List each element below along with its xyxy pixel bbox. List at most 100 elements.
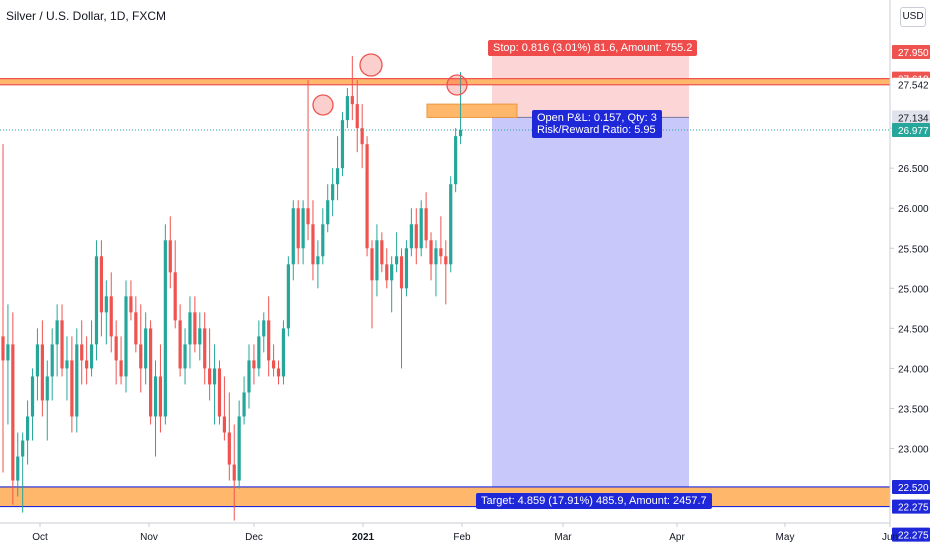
candle-body [183, 344, 187, 369]
candle-body [449, 184, 453, 265]
candle-body [178, 320, 182, 369]
candle-body [158, 376, 163, 417]
candle-body [458, 129, 463, 137]
candle-body [281, 328, 286, 377]
candle-body [6, 344, 10, 361]
candle-body [380, 240, 384, 265]
time-tick-label: Mar [554, 532, 572, 543]
price-badge [892, 479, 930, 494]
candle-body [124, 296, 128, 377]
candle-body [247, 360, 251, 393]
candle-body [365, 144, 369, 249]
symbol-title: Silver / U.S. Dollar, 1D, FXCM [6, 9, 167, 23]
time-tick-label: 2021 [352, 532, 375, 543]
candle-body [242, 392, 246, 417]
candle-body [212, 368, 217, 385]
price-badge [892, 527, 930, 542]
candle-body [326, 200, 330, 225]
candle-body [375, 240, 379, 281]
candle-body [188, 312, 192, 345]
candle-body [153, 376, 158, 417]
price-tick-label: 24.000 [898, 364, 929, 375]
price-badge [892, 110, 930, 125]
candle-body [286, 264, 290, 329]
peak-circle [446, 74, 468, 96]
candle-body [144, 328, 148, 369]
candle-body [208, 368, 212, 385]
candle-body [252, 360, 256, 369]
candle-body [75, 344, 79, 417]
price-badge-label: 27.134 [898, 113, 929, 124]
candle-body [434, 248, 438, 265]
candle-body [454, 136, 458, 185]
candle-body [193, 312, 197, 345]
candle-body [227, 432, 231, 465]
candle-body [134, 312, 138, 345]
price-badge-label: 27.542 [898, 81, 929, 92]
candle-body [340, 120, 345, 169]
candle-body [119, 360, 123, 377]
candle-body [139, 344, 143, 369]
price-tick-label: 24.500 [898, 324, 929, 335]
candle-body [94, 256, 99, 345]
stop-label: Stop: 0.816 (3.01%) 81.6, Amount: 755.2 [488, 40, 698, 56]
time-tick-label: May [776, 532, 795, 543]
time-tick-label: Apr [669, 532, 685, 543]
candle-body [395, 256, 399, 265]
candle-body [203, 328, 207, 369]
price-badge [892, 77, 930, 92]
candle-body [70, 360, 74, 417]
candle-body [89, 344, 94, 369]
price-badge-label: 22.275 [898, 503, 929, 514]
candle-body [272, 360, 276, 369]
price-tick-label: 25.000 [898, 284, 929, 295]
price-badge-label: 26.977 [898, 126, 929, 137]
candle-body [114, 336, 118, 361]
candle-body [257, 336, 261, 369]
candle-body [404, 248, 409, 289]
candle-body [291, 208, 295, 265]
candle-body [355, 104, 359, 129]
candle-body [345, 96, 349, 121]
candle-body [316, 256, 320, 265]
risk-reward-label: Risk/Reward Ratio: 5.95 [537, 124, 656, 136]
entry-marker-box [426, 103, 518, 118]
candle-body [109, 296, 113, 337]
candle-body [360, 128, 364, 145]
candle-body [414, 224, 418, 249]
candle-body [301, 208, 305, 249]
resistance-band [0, 78, 890, 85]
candle-body [390, 264, 394, 281]
time-tick-label: Jun [882, 532, 898, 543]
candle-body [99, 256, 103, 313]
candle-body [1, 336, 5, 361]
time-tick-label: Oct [32, 532, 48, 543]
peak-circle [359, 53, 383, 77]
candle-body [40, 344, 44, 401]
price-tick-label: 23.500 [898, 404, 929, 415]
candle-body [80, 344, 84, 361]
price-tick-label: 23.000 [898, 445, 929, 456]
price-badge-label: 27.950 [898, 48, 929, 59]
candle-body [168, 240, 172, 273]
time-tick-label: Dec [245, 532, 263, 543]
candle-body [296, 208, 300, 249]
candle-body [311, 224, 315, 265]
candle-body [163, 240, 167, 417]
candle-body [262, 320, 266, 337]
peak-circle [312, 94, 334, 116]
price-badge [892, 499, 930, 514]
currency-button[interactable]: USD [900, 7, 926, 27]
candle-body [45, 376, 49, 401]
support-band [0, 486, 890, 507]
candle-body [306, 208, 310, 225]
candle-body [21, 440, 25, 457]
candle-body [35, 344, 40, 377]
price-tick-label: 26.000 [898, 204, 929, 215]
candle-body [350, 96, 354, 105]
candle-body [129, 296, 133, 313]
price-tick-label: 25.500 [898, 244, 929, 255]
